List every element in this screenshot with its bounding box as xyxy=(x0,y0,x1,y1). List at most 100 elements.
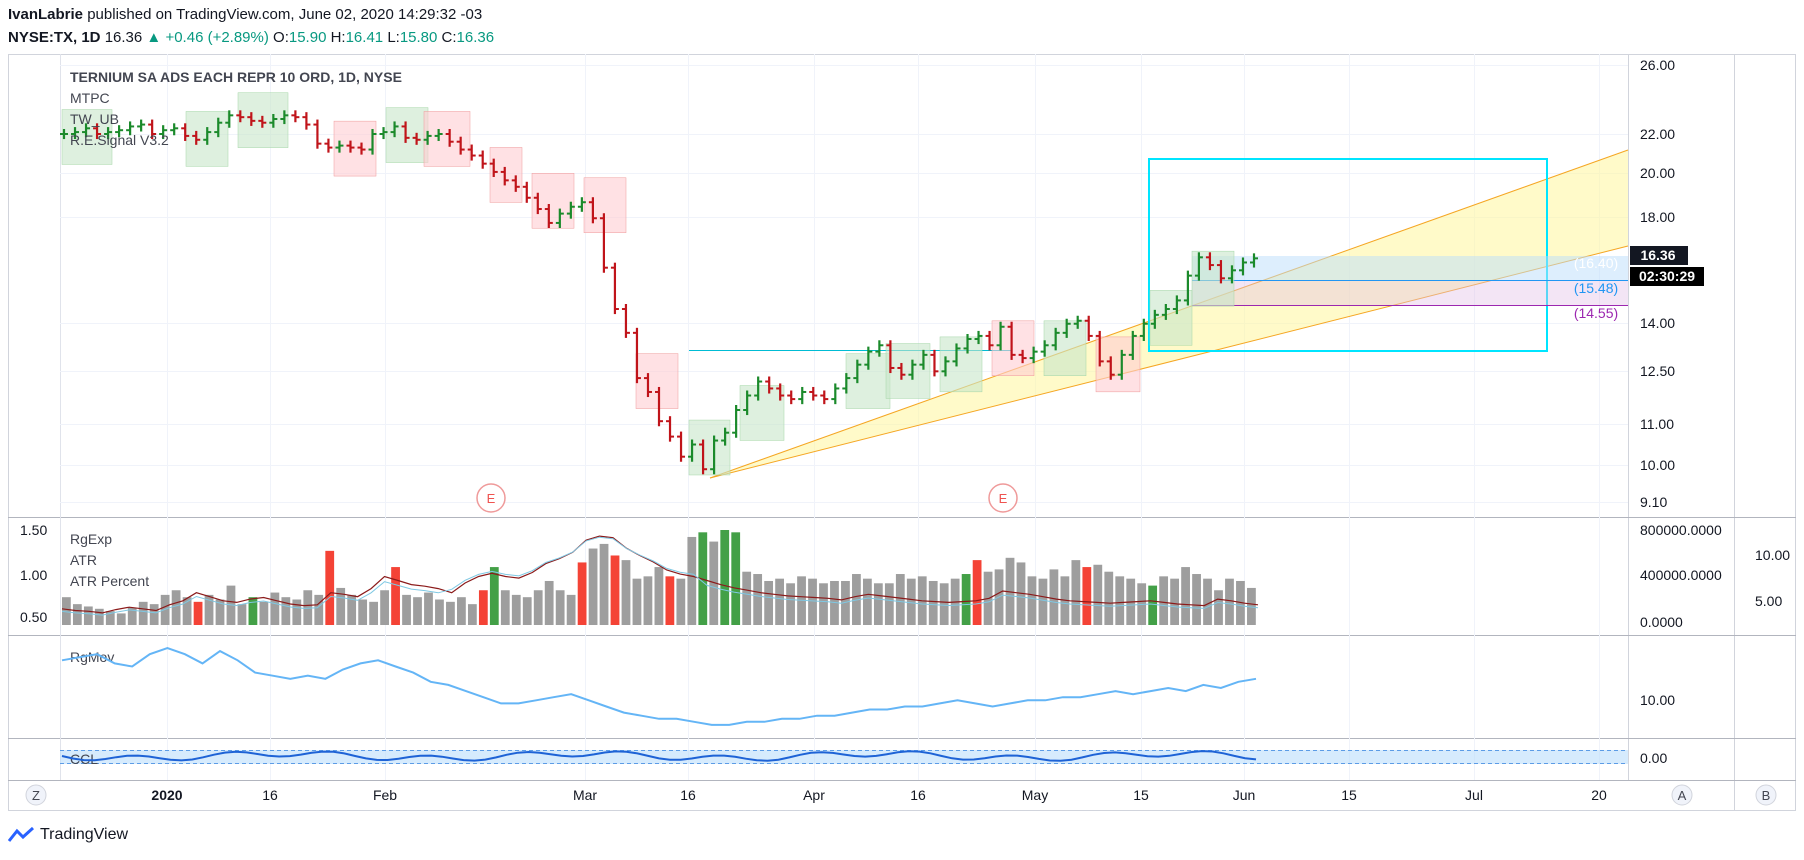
indicator-atr[interactable]: ATR xyxy=(70,552,97,568)
atr-line xyxy=(61,536,1259,616)
indicator-rgexp[interactable]: RgExp xyxy=(70,531,112,547)
main-series-title[interactable]: TERNIUM SA ADS EACH REPR 10 ORD, 1D, NYS… xyxy=(70,69,402,85)
indicator-ccl[interactable]: CCL xyxy=(70,751,98,767)
last-price-badge-bg xyxy=(1630,246,1688,265)
auto-scale-button[interactable]: A xyxy=(1671,784,1693,806)
target-zone xyxy=(1192,256,1628,280)
ohlc-bar xyxy=(335,140,344,153)
volume-bar xyxy=(775,578,784,625)
change-value: +0.46 (+2.89%) xyxy=(165,29,269,46)
earnings-marker-2[interactable]: E xyxy=(988,483,1018,513)
ohlc-bar xyxy=(533,192,542,215)
pattern-box-6 xyxy=(489,147,523,203)
ohlc-bar xyxy=(985,330,994,351)
pane2-left-tick-2: 0.50 xyxy=(20,609,47,625)
pattern-box-5 xyxy=(423,111,471,167)
ohlc-bars xyxy=(60,110,1258,475)
level-label-3: (14.55) xyxy=(1574,305,1618,321)
volume-bar xyxy=(972,560,982,625)
tradingview-brand[interactable]: TradingView xyxy=(8,826,128,844)
price-tick-18.00: 18.00 xyxy=(1640,209,1675,225)
ohlc-bar xyxy=(126,121,135,136)
volume-bar xyxy=(610,555,620,625)
svg-text:B: B xyxy=(1762,788,1771,803)
price-tick-11.00: 11.00 xyxy=(1640,416,1674,432)
ohlc-bar xyxy=(1172,295,1181,315)
volume-bar xyxy=(522,597,532,625)
volume-bar xyxy=(467,604,477,625)
volume-bar xyxy=(961,574,971,625)
pane2-left-tick-0: 1.50 xyxy=(20,522,47,538)
volume-bar xyxy=(906,578,916,625)
atr-percent-line xyxy=(61,535,1259,614)
ohlc-bar xyxy=(974,330,983,345)
earnings-marker-1[interactable]: E xyxy=(476,483,506,513)
time-tick-0: 2020 xyxy=(151,787,182,803)
time-tick-1: 16 xyxy=(262,787,278,803)
ohlc-bar xyxy=(1161,304,1170,320)
indicator-mtpc[interactable]: MTPC xyxy=(70,90,110,106)
pane2-right-tick-2: 0.0000 xyxy=(1640,614,1683,630)
volume-bar xyxy=(1082,567,1092,625)
volume-bar xyxy=(182,597,192,625)
volume-bar xyxy=(160,594,170,625)
ohlc-bar xyxy=(236,110,245,123)
pane2-right-tick-0: 800000.0000 xyxy=(1640,522,1722,538)
ohlc-bar xyxy=(115,125,124,138)
ohlc-bar xyxy=(423,130,432,145)
svg-text:A: A xyxy=(1678,788,1687,803)
indicator-rgmov[interactable]: RgMov xyxy=(70,649,114,665)
indicator-re-signal[interactable]: R.E.Signal V3.2 xyxy=(70,132,169,148)
high-value: 16.41 xyxy=(345,29,384,46)
symbol-label: NYSE:TX, 1D xyxy=(8,29,101,46)
time-axis[interactable]: 2020 16 Feb Mar 16 Apr 16 May 15 Jun 15 Jul 20 xyxy=(151,787,1607,803)
goto-date-button[interactable]: Z xyxy=(25,784,47,806)
volume-bar xyxy=(873,583,883,625)
ohlc-bar xyxy=(313,119,322,149)
ohlc-bar xyxy=(643,373,652,398)
price-tick-14.00: 14.00 xyxy=(1640,315,1675,331)
volume-bar xyxy=(676,578,686,625)
price-axis[interactable]: 26.00 22.00 20.00 18.00 14.00 12.50 11.00 10.00… xyxy=(1640,57,1675,510)
ohlc-bar xyxy=(787,390,796,405)
publish-info: published on TradingView.com, June 02, 2… xyxy=(87,6,483,23)
volume-bar xyxy=(83,606,93,625)
ohlc-bar xyxy=(60,128,68,140)
log-scale-button[interactable]: B xyxy=(1755,784,1777,806)
volume-bar xyxy=(808,578,817,625)
ohlc-bar xyxy=(864,346,873,370)
volume-bar xyxy=(632,578,642,625)
ohlc-bar xyxy=(1216,260,1225,284)
volume-bar xyxy=(402,594,411,625)
volume-bar xyxy=(347,594,357,625)
ohlc-bar xyxy=(621,304,630,338)
volume-bar xyxy=(281,597,291,625)
volume-bar xyxy=(819,583,828,625)
ohlc-bar xyxy=(710,435,719,475)
author-name[interactable]: IvanLabrie xyxy=(8,6,84,23)
volume-bar xyxy=(939,583,949,625)
volume-bar xyxy=(94,608,104,625)
ohlc-bar xyxy=(1018,349,1027,364)
volume-bar xyxy=(1203,578,1212,625)
indicator-atr-percent[interactable]: ATR Percent xyxy=(70,573,149,589)
indicator-tw-ub[interactable]: TW_UB xyxy=(70,111,119,127)
svg-text:Z: Z xyxy=(32,788,40,803)
volume-bar xyxy=(1104,571,1114,625)
volume-bar xyxy=(435,599,444,625)
ohlc-bar xyxy=(1227,265,1236,284)
ohlc-bar xyxy=(225,110,234,128)
ohlc-bar xyxy=(897,362,906,380)
volume-bar xyxy=(1148,585,1158,625)
price-tick-12.50: 12.50 xyxy=(1640,363,1675,379)
ohlc-bar xyxy=(511,175,520,192)
close-label: C: xyxy=(441,29,457,46)
volume-bar xyxy=(1038,578,1048,625)
volume-bar xyxy=(237,604,247,625)
ohlc-bar xyxy=(269,113,278,128)
volume-bar xyxy=(742,571,752,625)
ohlc-bar xyxy=(478,150,487,169)
ohlc-bar xyxy=(489,158,498,177)
ohlc-bar xyxy=(214,117,223,138)
